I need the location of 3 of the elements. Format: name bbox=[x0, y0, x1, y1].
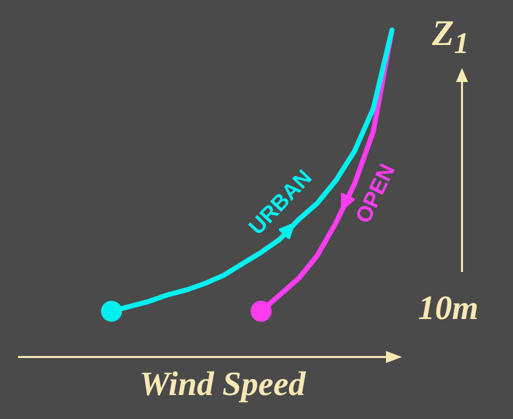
x-axis-title: Wind Speed bbox=[138, 366, 307, 404]
text: 10m bbox=[418, 290, 478, 328]
text: Z$_{1}$ bbox=[432, 12, 469, 62]
